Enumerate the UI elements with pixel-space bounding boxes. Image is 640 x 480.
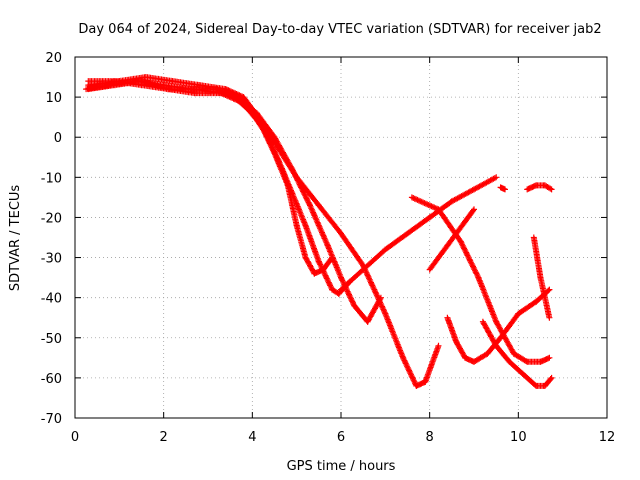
- series-track-12: [497, 184, 508, 193]
- data-point-group: [530, 234, 544, 281]
- plot-frame: [74, 56, 608, 419]
- data-point-group: [338, 230, 367, 269]
- data-point-group: [493, 342, 513, 365]
- y-tick-label: -20: [41, 211, 62, 226]
- data-point-group: [382, 310, 407, 361]
- data-point-group: [479, 318, 500, 349]
- x-tick-label: 4: [248, 430, 256, 445]
- series-track-4: [85, 74, 442, 389]
- data-point-group: [275, 146, 300, 181]
- x-tick-label: 0: [71, 430, 79, 445]
- data-point-group: [453, 338, 469, 361]
- data-point-group: [537, 354, 553, 365]
- data-point-group: [249, 110, 269, 137]
- data-point-group: [426, 242, 451, 273]
- series-track-10: [530, 234, 553, 321]
- data-point-group: [510, 350, 531, 365]
- data-point-group: [275, 158, 296, 197]
- x-tick-label: 2: [160, 430, 168, 445]
- y-tick-label: -40: [41, 292, 62, 307]
- x-tick-label: 12: [599, 430, 616, 445]
- data-point-group: [324, 242, 344, 281]
- series-track-3: [85, 78, 384, 325]
- data-point-group: [471, 350, 491, 365]
- data-point-group: [444, 218, 469, 249]
- data-point-group: [404, 214, 433, 237]
- data-point-group: [519, 370, 540, 389]
- data-point-group: [360, 246, 389, 273]
- data-point-group: [338, 266, 367, 293]
- y-tick-label: 0: [54, 131, 62, 146]
- data-point-group: [524, 182, 540, 193]
- data-point-group: [382, 230, 411, 253]
- data-point-group: [400, 354, 420, 389]
- y-tick-label: -60: [41, 372, 62, 387]
- data-point-group: [293, 222, 309, 261]
- data-point-group: [302, 254, 318, 277]
- data-point-group: [541, 374, 555, 389]
- data-point-group: [289, 190, 309, 229]
- series-track-9: [479, 318, 555, 389]
- data-point-group: [293, 174, 322, 209]
- data-point-group: [448, 186, 477, 205]
- data-point-group: [422, 342, 442, 385]
- x-tick-label: 8: [426, 430, 434, 445]
- data-point-group: [471, 174, 500, 193]
- data-point-group: [307, 202, 331, 249]
- series-track-11: [524, 182, 555, 193]
- x-tick-label: 6: [337, 430, 345, 445]
- data-point-group: [315, 202, 344, 237]
- y-tick-label: -50: [41, 332, 62, 347]
- data-point-group: [236, 98, 256, 117]
- y-tick-label: -70: [41, 412, 62, 427]
- data-series: [83, 74, 555, 389]
- series-track-6: [408, 194, 553, 365]
- data-point-group: [515, 298, 540, 317]
- chart-title: Day 064 of 2024, Sidereal Day-to-day VTE…: [78, 22, 601, 37]
- data-point-group: [537, 274, 553, 321]
- x-axis-ticks: 0 2 4 6 8 10 12: [71, 57, 615, 445]
- data-point-group: [85, 78, 123, 89]
- data-point-group: [497, 184, 508, 193]
- y-tick-label: -10: [41, 171, 62, 186]
- data-point-group: [475, 274, 500, 325]
- y-axis-label: SDTVAR / TECUs: [8, 185, 23, 292]
- data-point-group: [408, 194, 442, 213]
- y-tick-label: 20: [45, 51, 62, 66]
- data-point-group: [302, 222, 322, 265]
- data-point-group: [315, 258, 336, 293]
- data-point-group: [457, 238, 482, 281]
- data-point-group: [262, 130, 282, 165]
- y-axis-ticks: -70 -60 -50 -40 -30 -20 -10 0 10 20: [41, 51, 607, 427]
- data-point-group: [240, 94, 265, 125]
- series-track-2: [85, 78, 353, 297]
- series-track-8: [426, 206, 477, 273]
- data-point-group: [138, 78, 172, 93]
- x-axis-label: GPS time / hours: [287, 459, 396, 474]
- x-tick-label: 10: [510, 430, 527, 445]
- y-tick-label: 10: [45, 91, 62, 106]
- data-point-group: [506, 358, 526, 377]
- data-point-group: [541, 182, 555, 193]
- data-point-group: [258, 118, 282, 153]
- data-point-group: [462, 206, 477, 225]
- y-tick-label: -30: [41, 252, 62, 267]
- data-point-group: [497, 310, 522, 341]
